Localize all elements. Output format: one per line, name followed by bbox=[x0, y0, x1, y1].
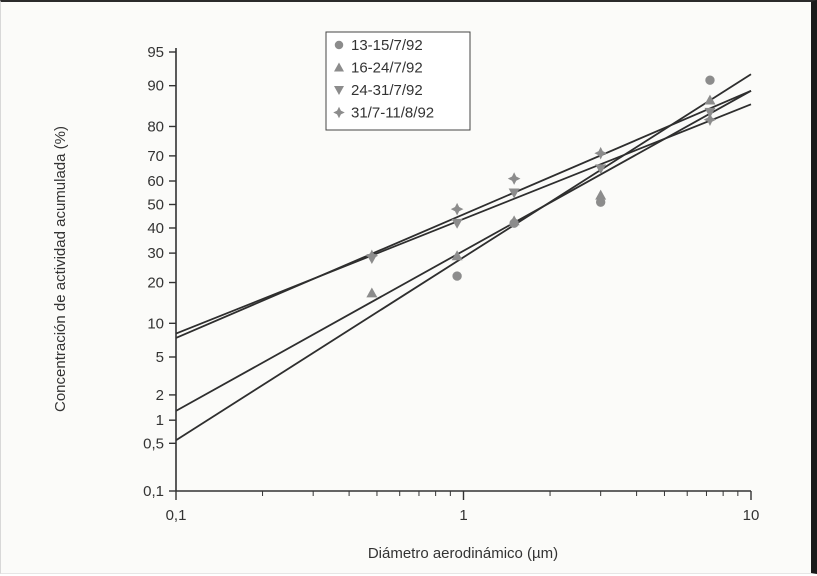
legend-label: 13-15/7/92 bbox=[351, 37, 423, 54]
legend-marker bbox=[334, 86, 344, 95]
legend-marker bbox=[334, 62, 344, 72]
y-tick-label: 70 bbox=[147, 148, 164, 165]
fit-line bbox=[175, 89, 752, 412]
data-point bbox=[450, 202, 464, 216]
data-point bbox=[508, 215, 520, 226]
y-tick-label: 50 bbox=[147, 196, 164, 213]
legend-label: 24-31/7/92 bbox=[351, 82, 423, 99]
y-tick-label: 5 bbox=[156, 349, 164, 366]
y-tick-label: 40 bbox=[147, 220, 164, 237]
y-tick-label: 20 bbox=[147, 275, 164, 292]
data-point bbox=[704, 107, 716, 118]
fit-lines bbox=[175, 73, 752, 441]
x-ticks: 0,1 1 10 bbox=[166, 491, 760, 524]
y-ticks: 0,1 0,5 1 2 5 10 20 30 40 50 60 70 80 90 95 bbox=[143, 44, 176, 500]
x-tick-label: 10 bbox=[743, 507, 760, 524]
y-tick-label: 95 bbox=[147, 44, 164, 61]
y-tick-label: 0,5 bbox=[143, 435, 164, 452]
data-point bbox=[703, 113, 717, 126]
x-axis-title: Diámetro aerodinámico (µm) bbox=[368, 545, 558, 562]
legend-label: 16-24/7/92 bbox=[351, 60, 423, 77]
data-point bbox=[366, 287, 378, 298]
data-point bbox=[595, 164, 607, 175]
fit-line bbox=[175, 89, 752, 339]
data-point bbox=[704, 94, 716, 105]
data-point bbox=[705, 75, 715, 85]
data-point bbox=[507, 172, 521, 185]
y-tick-label: 80 bbox=[147, 118, 164, 135]
y-tick-label: 2 bbox=[156, 387, 164, 404]
legend-label: 31/7-11/8/92 bbox=[351, 105, 434, 122]
y-tick-label: 90 bbox=[147, 78, 164, 95]
legend-box bbox=[325, 31, 471, 131]
x-tick-label: 1 bbox=[459, 507, 467, 524]
legend: 13-15/7/92 16-24/7/92 24-31/7/92 31/7-11/8/… bbox=[325, 31, 471, 131]
data-point bbox=[452, 271, 462, 281]
data-point bbox=[451, 218, 463, 229]
data-point bbox=[451, 250, 463, 261]
y-tick-label: 30 bbox=[147, 245, 164, 262]
data-point bbox=[508, 188, 520, 199]
data-point bbox=[594, 146, 607, 160]
y-tick-label: 0,1 bbox=[143, 483, 164, 500]
fit-line bbox=[175, 103, 752, 335]
y-axis-title: Concentración de actividad acumulada (%) bbox=[52, 126, 69, 412]
data-point bbox=[595, 189, 607, 200]
fit-line bbox=[175, 73, 752, 441]
y-tick-label: 1 bbox=[156, 412, 164, 429]
data-point bbox=[595, 197, 606, 207]
legend-marker bbox=[333, 106, 345, 119]
data-point bbox=[365, 249, 379, 263]
y-tick-label: 10 bbox=[147, 315, 164, 332]
legend-items: 13-15/7/92 16-24/7/92 24-31/7/92 31/7-11/8/… bbox=[333, 37, 434, 122]
data-points bbox=[365, 75, 717, 298]
y-tick-label: 60 bbox=[147, 173, 164, 190]
x-tick-label: 0,1 bbox=[166, 507, 187, 524]
legend-marker bbox=[334, 40, 344, 50]
